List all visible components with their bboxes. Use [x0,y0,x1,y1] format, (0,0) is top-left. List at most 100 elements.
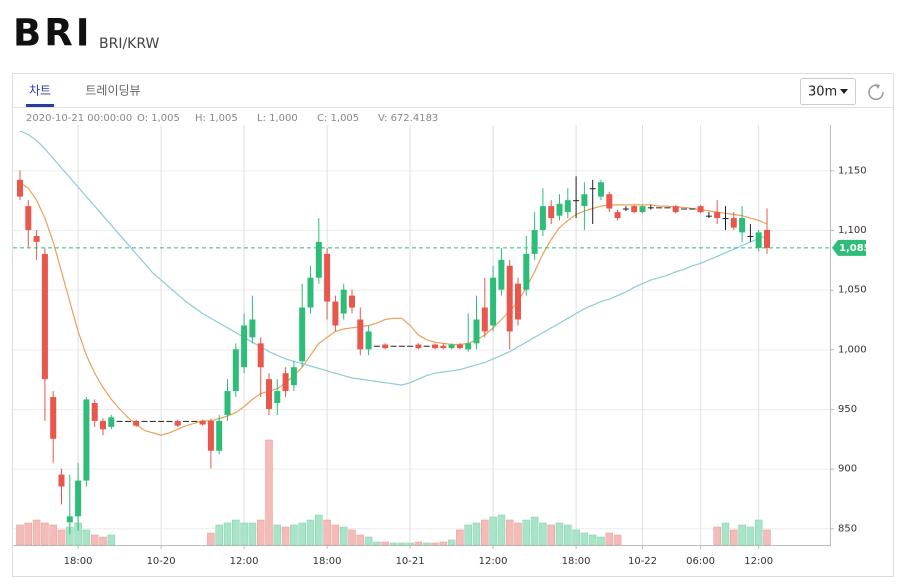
volume-bar [605,532,614,546]
refresh-button[interactable] [868,84,884,101]
candle-body [506,265,513,332]
x-tick-label: 12:00 [230,556,259,567]
candle-body [382,344,389,349]
candle-body [183,420,189,422]
candle-body [647,207,654,209]
candle-body [340,289,347,314]
volume-bar [232,519,240,546]
candle-body [257,343,264,368]
candle-body [656,207,663,209]
volume-bar [555,522,564,546]
tab-underline [26,104,54,107]
volume-bar [298,522,306,546]
candle-body [349,295,355,308]
x-tick-label: 18:00 [562,556,591,567]
candle-body [689,208,696,210]
candle-body [515,283,521,320]
candle-body [33,235,40,242]
y-tick-label: 1,100 [838,225,867,236]
volume-bar [447,539,456,546]
candle-body [373,345,380,347]
candle-body [141,420,148,422]
volume-bar [721,522,730,546]
candle-body [681,208,687,210]
info-time: 2020-10-21 00:00:00 [26,113,132,124]
candle-body [108,417,115,427]
volume-bar [306,519,315,546]
candle-body [664,207,671,209]
y-tick-label: 1,000 [838,344,867,355]
candle-body [282,373,289,392]
candle-body [730,218,737,228]
candle-body [581,194,588,207]
candle-body [747,235,754,237]
candle-body [124,420,131,422]
volume-bar [613,534,622,546]
candle-body [440,345,447,349]
current-price-label: 1,085 [839,243,871,254]
volume-bar [290,524,298,546]
candle-body [315,241,322,278]
volume-bar [406,542,414,546]
volume-bar [572,529,580,546]
candle-body [573,200,580,202]
current-price-tag [832,239,866,256]
candle-body [116,420,123,422]
volume-bar [90,534,99,546]
candle-body [357,319,364,350]
tab[interactable]: 차트 [29,84,51,98]
candle-body [523,253,530,290]
candle-body [307,277,314,308]
interval-dropdown[interactable] [800,78,856,105]
candle-body [149,420,156,422]
candle-body [25,206,32,230]
tab[interactable]: 트레이딩뷰 [85,84,140,98]
volume-bar [381,541,389,546]
volume-bar [82,529,91,546]
volume-bar [514,522,522,546]
volume-bar [16,524,24,546]
candle-body [639,206,646,213]
volume-bar [99,536,107,546]
volume-bar [24,522,33,546]
candle-body [216,420,223,451]
candle-body [614,212,621,219]
candle-body [631,206,638,213]
candle-body [133,420,140,426]
y-tick-label: 900 [838,464,857,475]
volume-bar [256,519,265,546]
volume-bar [580,532,589,546]
candle-body [548,206,555,219]
volume-bar [730,529,738,546]
candle-body [249,319,256,338]
volume-bar [754,519,763,546]
candle-body [100,420,106,430]
chart-card [12,73,894,577]
candle-body [266,379,272,409]
volume-bar [364,536,373,546]
candle-body [174,420,181,426]
candle-body [622,208,629,210]
candle-body [722,218,729,220]
x-tick-label: 06:00 [686,556,715,567]
volume-bar [588,534,597,546]
volume-bar [398,542,406,546]
candle-body [448,344,455,349]
candle-body [490,277,497,326]
volume-bar [32,519,41,546]
volume-bar [315,514,323,546]
candle-body [158,420,165,422]
volume-bar [522,519,531,546]
dropdown-arrow [840,89,848,94]
candle-body [456,344,463,349]
pair: BRI/KRW [99,36,160,52]
y-tick-label: 850 [838,523,857,534]
candle-body [407,345,414,347]
x-tick-label: 10-20 [147,556,176,567]
candle-body [564,200,571,213]
candle-body [697,206,704,213]
candle-body [398,345,405,347]
candle-body [58,474,65,487]
volume-bar [57,529,66,546]
info-high: H: 1,005 [195,113,238,124]
